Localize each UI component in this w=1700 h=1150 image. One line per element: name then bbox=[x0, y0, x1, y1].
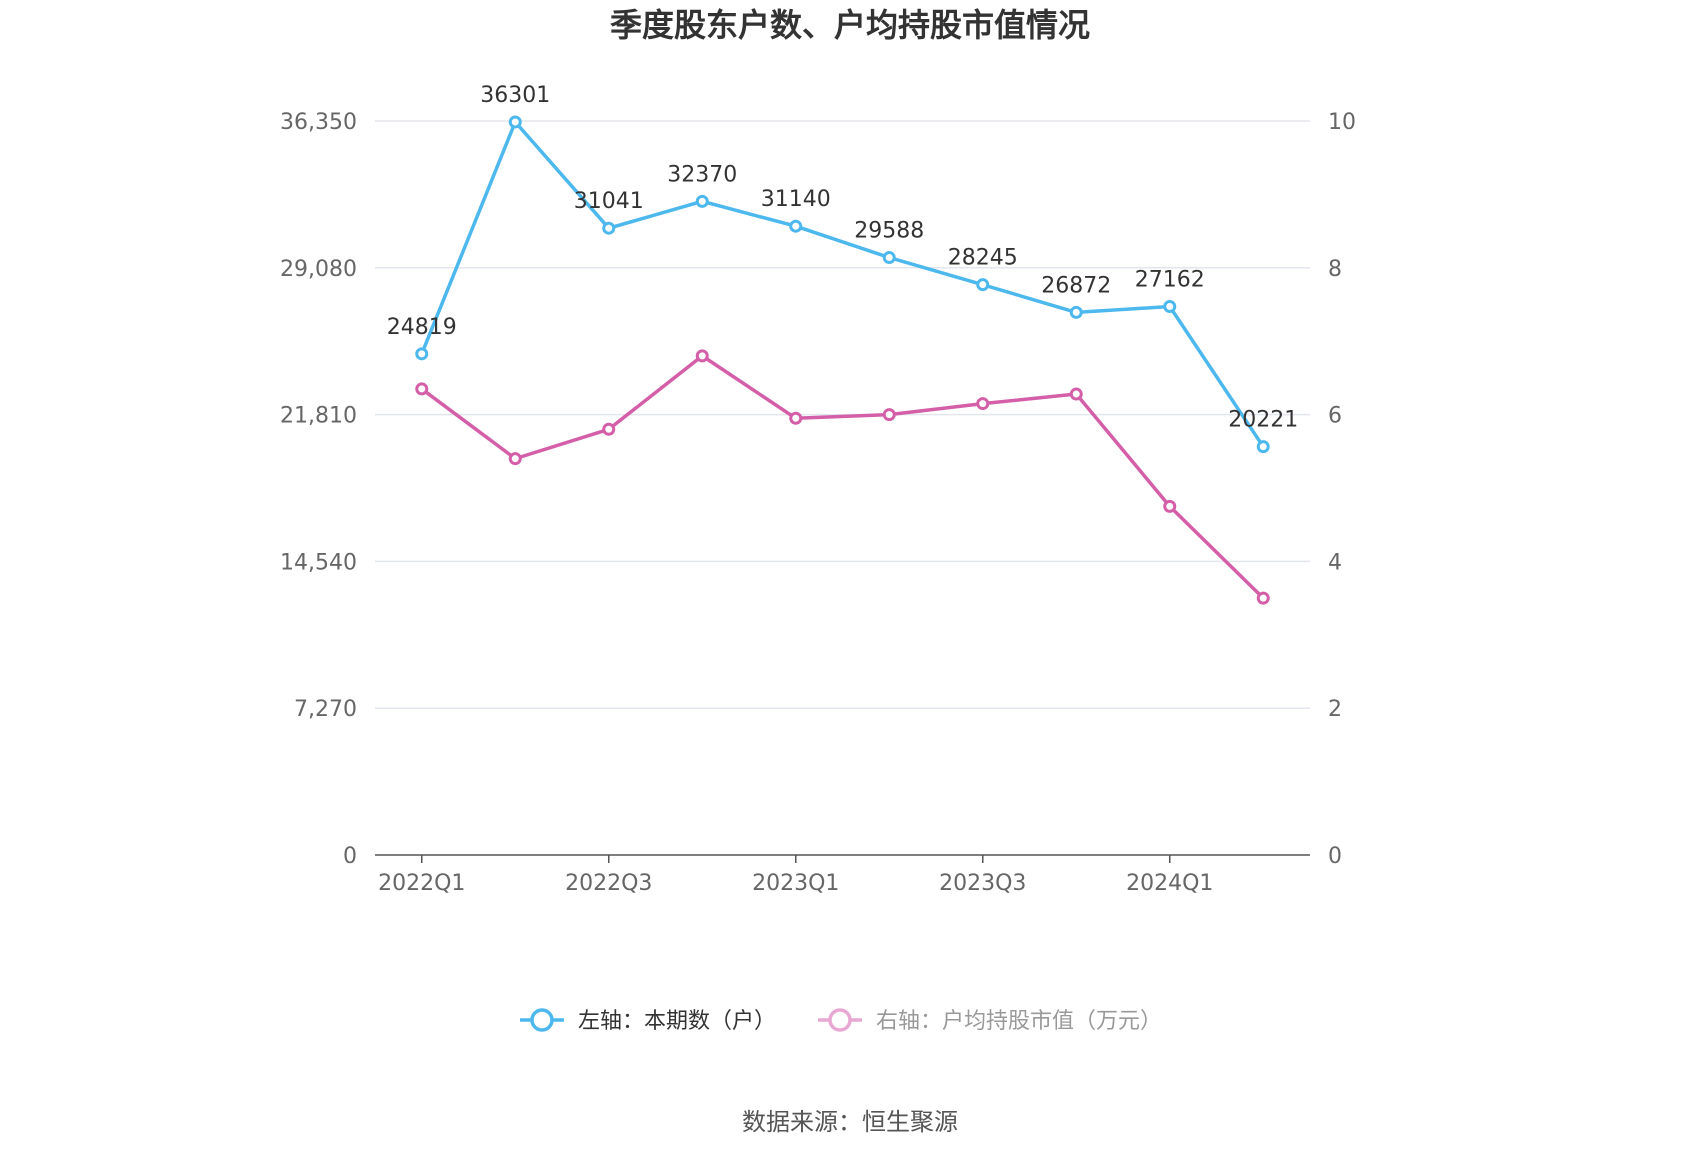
legend-label: 左轴：本期数（户） bbox=[578, 1009, 776, 1034]
data-label: 26872 bbox=[1041, 273, 1111, 298]
y-right-tick-label: 10 bbox=[1328, 110, 1356, 135]
right-axis: 0 2 4 6 8 10 bbox=[1328, 110, 1356, 869]
data-point bbox=[1163, 499, 1177, 513]
series-line bbox=[420, 120, 1265, 448]
data-point bbox=[695, 349, 709, 363]
data-point bbox=[882, 408, 896, 422]
source-text: 数据来源：恒生聚源 bbox=[742, 1108, 958, 1136]
data-point bbox=[602, 221, 616, 235]
data-label: 31140 bbox=[761, 187, 831, 212]
data-point bbox=[1163, 300, 1177, 314]
x-tick-label: 2023Q1 bbox=[752, 871, 839, 896]
data-label: 32370 bbox=[667, 162, 737, 187]
legend-circle-icon bbox=[828, 1008, 852, 1032]
data-point bbox=[976, 278, 990, 292]
x-tick-label: 2024Q1 bbox=[1126, 871, 1213, 896]
x-tick-label: 2023Q3 bbox=[939, 871, 1026, 896]
y-left-tick-label: 14,540 bbox=[280, 550, 357, 575]
x-tick-label: 2022Q3 bbox=[565, 871, 652, 896]
y-left-tick-label: 21,810 bbox=[280, 404, 357, 429]
data-point bbox=[789, 411, 803, 425]
x-axis: 2022Q1 2022Q3 2023Q1 2023Q3 2024Q1 bbox=[375, 854, 1310, 896]
data-label: 27162 bbox=[1135, 268, 1205, 293]
legend-label: 右轴：户均持股市值（万元） bbox=[876, 1009, 1162, 1034]
data-point bbox=[508, 115, 522, 129]
legend-item-2[interactable]: 右轴：户均持股市值（万元） bbox=[818, 1008, 1162, 1034]
data-label: 20221 bbox=[1228, 408, 1298, 433]
series-layer: 24819 36301 31041 32370 31140 29588 28245 26872… bbox=[387, 83, 1298, 605]
x-tick-label: 2022Q1 bbox=[378, 871, 465, 896]
chart-title: 季度股东户数、户均持股市值情况 bbox=[610, 6, 1090, 44]
legend-item-1[interactable]: 左轴：本期数（户） bbox=[520, 1008, 776, 1034]
legend-circle-icon bbox=[530, 1008, 554, 1032]
data-point bbox=[415, 382, 429, 396]
y-right-tick-label: 6 bbox=[1328, 404, 1342, 429]
data-point bbox=[882, 251, 896, 265]
y-right-tick-label: 2 bbox=[1328, 697, 1342, 722]
data-point bbox=[1069, 305, 1083, 319]
data-point bbox=[508, 452, 522, 466]
data-point bbox=[1069, 387, 1083, 401]
data-point bbox=[415, 347, 429, 361]
series-line bbox=[420, 354, 1265, 600]
legend[interactable]: 左轴：本期数（户） 右轴：户均持股市值（万元） bbox=[520, 1008, 1162, 1034]
data-point bbox=[789, 219, 803, 233]
y-right-tick-label: 0 bbox=[1328, 844, 1342, 869]
series-2 bbox=[415, 349, 1270, 605]
data-label: 28245 bbox=[948, 246, 1018, 271]
y-right-tick-label: 4 bbox=[1328, 550, 1342, 575]
data-point bbox=[976, 397, 990, 411]
data-point bbox=[1256, 591, 1270, 605]
grid-lines bbox=[375, 120, 1310, 709]
y-left-tick-label: 36,350 bbox=[280, 110, 357, 135]
y-left-tick-label: 0 bbox=[343, 844, 357, 869]
left-axis: 0 7,270 14,540 21,810 29,080 36,350 bbox=[280, 110, 357, 869]
y-left-tick-label: 7,270 bbox=[294, 697, 357, 722]
y-right-tick-label: 8 bbox=[1328, 257, 1342, 282]
data-point bbox=[602, 422, 616, 436]
data-point bbox=[1256, 440, 1270, 454]
data-label: 31041 bbox=[574, 189, 644, 214]
data-label: 24819 bbox=[387, 315, 457, 340]
data-label: 36301 bbox=[480, 83, 550, 108]
series-1: 24819 36301 31041 32370 31140 29588 28245 26872… bbox=[387, 83, 1298, 454]
data-label: 29588 bbox=[854, 219, 924, 244]
y-left-tick-label: 29,080 bbox=[280, 257, 357, 282]
data-point bbox=[695, 194, 709, 208]
